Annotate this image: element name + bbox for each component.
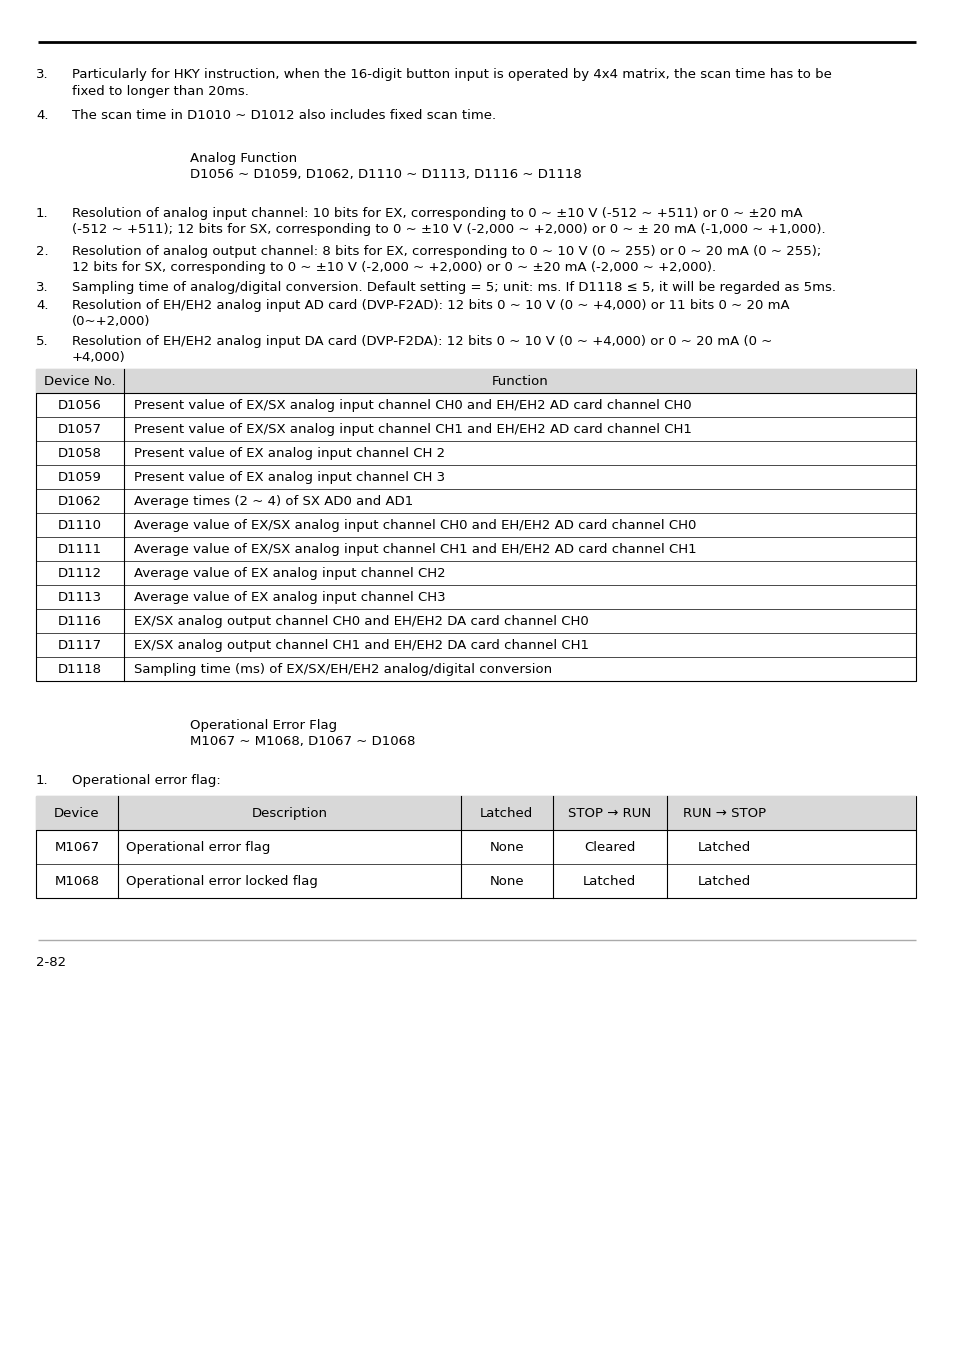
Text: Device No.: Device No.: [44, 375, 115, 387]
Text: (-512 ~ +511); 12 bits for SX, corresponding to 0 ~ ±10 V (-2,000 ~ +2,000) or 0: (-512 ~ +511); 12 bits for SX, correspon…: [71, 223, 824, 236]
Text: D1116: D1116: [58, 616, 102, 628]
Text: Sampling time (ms) of EX/SX/EH/EH2 analog/digital conversion: Sampling time (ms) of EX/SX/EH/EH2 analo…: [133, 663, 552, 676]
Text: None: None: [489, 875, 523, 888]
Text: Function: Function: [491, 375, 548, 387]
Text: (0~+2,000): (0~+2,000): [71, 315, 151, 328]
Bar: [36, 796, 915, 830]
Text: Operational error flag: Operational error flag: [126, 841, 270, 855]
Text: Present value of EX/SX analog input channel CH1 and EH/EH2 AD card channel CH1: Present value of EX/SX analog input chan…: [133, 423, 691, 436]
Text: D1110: D1110: [58, 518, 102, 532]
Text: Analog Function: Analog Function: [190, 153, 296, 165]
Text: The scan time in D1010 ~ D1012 also includes fixed scan time.: The scan time in D1010 ~ D1012 also incl…: [71, 109, 496, 122]
Text: Present value of EX/SX analog input channel CH0 and EH/EH2 AD card channel CH0: Present value of EX/SX analog input chan…: [133, 400, 691, 412]
Text: None: None: [489, 841, 523, 855]
Text: 1.: 1.: [36, 774, 49, 787]
Text: STOP → RUN: STOP → RUN: [568, 807, 651, 819]
Text: EX/SX analog output channel CH1 and EH/EH2 DA card channel CH1: EX/SX analog output channel CH1 and EH/E…: [133, 639, 588, 652]
Text: Average value of EX analog input channel CH2: Average value of EX analog input channel…: [133, 567, 445, 580]
Text: D1117: D1117: [58, 639, 102, 652]
Text: D1056: D1056: [58, 400, 102, 412]
Text: +4,000): +4,000): [71, 351, 126, 364]
Text: fixed to longer than 20ms.: fixed to longer than 20ms.: [71, 85, 249, 99]
Text: RUN → STOP: RUN → STOP: [682, 807, 765, 819]
Text: D1118: D1118: [58, 663, 102, 676]
Text: Resolution of EH/EH2 analog input AD card (DVP-F2AD): 12 bits 0 ~ 10 V (0 ~ +4,0: Resolution of EH/EH2 analog input AD car…: [71, 298, 789, 312]
Text: M1067 ~ M1068, D1067 ~ D1068: M1067 ~ M1068, D1067 ~ D1068: [190, 734, 415, 748]
Text: 12 bits for SX, corresponding to 0 ~ ±10 V (-2,000 ~ +2,000) or 0 ~ ±20 mA (-2,0: 12 bits for SX, corresponding to 0 ~ ±10…: [71, 261, 716, 274]
Text: Cleared: Cleared: [583, 841, 635, 855]
Text: 3.: 3.: [36, 281, 49, 294]
Text: 2-82: 2-82: [36, 956, 66, 969]
Bar: [36, 369, 915, 393]
Text: Latched: Latched: [479, 807, 533, 819]
Text: Present value of EX analog input channel CH 3: Present value of EX analog input channel…: [133, 471, 445, 485]
Text: Latched: Latched: [697, 875, 750, 888]
Text: D1111: D1111: [58, 543, 102, 556]
Bar: [36, 369, 915, 680]
Text: Description: Description: [252, 807, 327, 819]
Text: 2.: 2.: [36, 244, 49, 258]
Text: D1057: D1057: [58, 423, 102, 436]
Text: Average times (2 ~ 4) of SX AD0 and AD1: Average times (2 ~ 4) of SX AD0 and AD1: [133, 495, 413, 508]
Text: 5.: 5.: [36, 335, 49, 348]
Text: Resolution of analog output channel: 8 bits for EX, corresponding to 0 ~ 10 V (0: Resolution of analog output channel: 8 b…: [71, 244, 821, 258]
Text: Operational error flag:: Operational error flag:: [71, 774, 220, 787]
Text: D1113: D1113: [58, 591, 102, 603]
Text: D1059: D1059: [58, 471, 102, 485]
Bar: [36, 796, 915, 898]
Text: 1.: 1.: [36, 207, 49, 220]
Text: D1112: D1112: [58, 567, 102, 580]
Text: 4.: 4.: [36, 298, 49, 312]
Text: Device: Device: [54, 807, 100, 819]
Text: 4.: 4.: [36, 109, 49, 122]
Text: Operational error locked flag: Operational error locked flag: [126, 875, 317, 888]
Text: Average value of EX/SX analog input channel CH1 and EH/EH2 AD card channel CH1: Average value of EX/SX analog input chan…: [133, 543, 696, 556]
Text: Present value of EX analog input channel CH 2: Present value of EX analog input channel…: [133, 447, 445, 460]
Text: Sampling time of analog/digital conversion. Default setting = 5; unit: ms. If D1: Sampling time of analog/digital conversi…: [71, 281, 835, 294]
Text: Resolution of analog input channel: 10 bits for EX, corresponding to 0 ~ ±10 V (: Resolution of analog input channel: 10 b…: [71, 207, 801, 220]
Text: Average value of EX/SX analog input channel CH0 and EH/EH2 AD card channel CH0: Average value of EX/SX analog input chan…: [133, 518, 696, 532]
Text: D1058: D1058: [58, 447, 102, 460]
Text: Operational Error Flag: Operational Error Flag: [190, 720, 336, 732]
Text: 3.: 3.: [36, 68, 49, 81]
Text: D1056 ~ D1059, D1062, D1110 ~ D1113, D1116 ~ D1118: D1056 ~ D1059, D1062, D1110 ~ D1113, D11…: [190, 167, 581, 181]
Text: Average value of EX analog input channel CH3: Average value of EX analog input channel…: [133, 591, 445, 603]
Text: Latched: Latched: [697, 841, 750, 855]
Text: Particularly for HKY instruction, when the 16-digit button input is operated by : Particularly for HKY instruction, when t…: [71, 68, 831, 81]
Text: Latched: Latched: [582, 875, 636, 888]
Text: EX/SX analog output channel CH0 and EH/EH2 DA card channel CH0: EX/SX analog output channel CH0 and EH/E…: [133, 616, 588, 628]
Text: M1068: M1068: [54, 875, 99, 888]
Text: M1067: M1067: [54, 841, 99, 855]
Text: D1062: D1062: [58, 495, 102, 508]
Text: Resolution of EH/EH2 analog input DA card (DVP-F2DA): 12 bits 0 ~ 10 V (0 ~ +4,0: Resolution of EH/EH2 analog input DA car…: [71, 335, 772, 348]
